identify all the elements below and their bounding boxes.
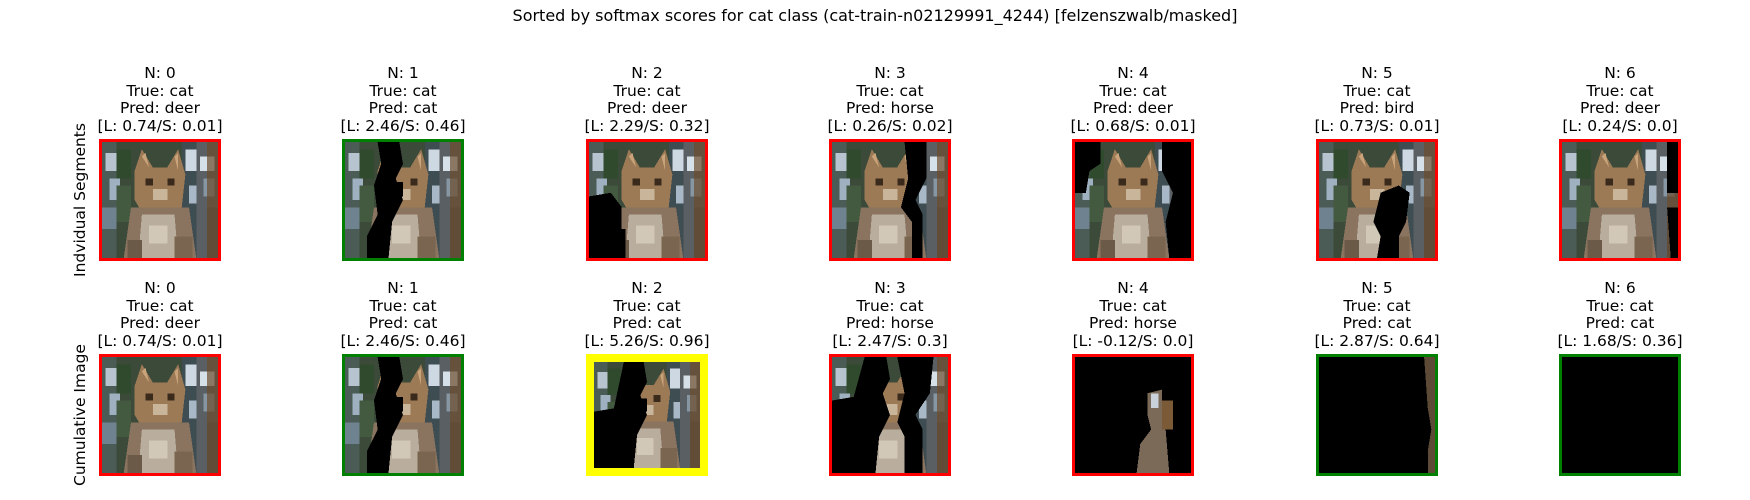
cat-image-thumbnail — [829, 139, 951, 261]
panel-score-label: [L: 0.26/S: 0.02] — [827, 116, 953, 135]
cat-image-thumbnail — [342, 354, 464, 476]
row-label-cumulative-image: Cumulative Image — [70, 344, 89, 486]
panel-score-label: [L: 2.87/S: 0.64] — [1314, 331, 1440, 350]
panel-true-label: True: cat — [1343, 296, 1411, 315]
panel-index-label: N: 4 — [1117, 64, 1149, 82]
panel-title: N: 0 True: cat Pred: deer [L: 0.74/S: 0.01] — [40, 279, 280, 350]
panel-true-label: True: cat — [369, 296, 437, 315]
panel-pred-label: Pred: deer — [120, 99, 200, 117]
panel-score-label: [L: -0.12/S: 0.0] — [1072, 331, 1194, 350]
panel-pred-label: Pred: bird — [1339, 99, 1415, 117]
panel-score-label: [L: 2.29/S: 0.32] — [584, 116, 710, 135]
panel-title: N: 6 True: cat Pred: deer [L: 0.24/S: 0.0] — [1500, 64, 1740, 135]
cat-image-thumbnail — [1559, 354, 1681, 476]
panel-pred-label: Pred: horse — [846, 314, 934, 332]
panel-pred-label: Pred: cat — [612, 314, 682, 332]
panel-index-label: N: 4 — [1117, 279, 1149, 297]
panel-true-label: True: cat — [369, 81, 437, 100]
panel-index-label: N: 5 — [1361, 64, 1393, 82]
panel-score-label: [L: 0.74/S: 0.01] — [97, 331, 223, 350]
panel-index-label: N: 1 — [387, 64, 419, 82]
panel-pred-label: Pred: cat — [368, 314, 438, 332]
cat-image-thumbnail — [1316, 139, 1438, 261]
panel-pred-label: Pred: horse — [846, 99, 934, 117]
panel-index-label: N: 2 — [631, 64, 663, 82]
panel-index-label: N: 2 — [631, 279, 663, 297]
panel-title: N: 4 True: cat Pred: deer [L: 0.68/S: 0.01] — [1013, 64, 1253, 135]
cat-image-thumbnail — [1072, 354, 1194, 476]
cat-image-thumbnail — [342, 139, 464, 261]
panel-true-label: True: cat — [856, 81, 924, 100]
panel-index-label: N: 3 — [874, 64, 906, 82]
figure-title: Sorted by softmax scores for cat class (… — [512, 6, 1238, 25]
panel-pred-label: Pred: cat — [368, 99, 438, 117]
panel-pred-label: Pred: deer — [1580, 99, 1660, 117]
panel-pred-label: Pred: cat — [1342, 314, 1412, 332]
panel-true-label: True: cat — [126, 81, 194, 100]
panel-index-label: N: 0 — [144, 64, 176, 82]
panel-index-label: N: 6 — [1604, 64, 1636, 82]
cat-image-thumbnail — [829, 354, 951, 476]
panel-pred-label: Pred: deer — [607, 99, 687, 117]
panel-pred-label: Pred: horse — [1089, 314, 1177, 332]
panel-true-label: True: cat — [1099, 296, 1167, 315]
panel-title: N: 3 True: cat Pred: horse [L: 2.47/S: 0.3] — [770, 279, 1010, 350]
panel-score-label: [L: 2.46/S: 0.46] — [340, 331, 466, 350]
panel-title: N: 4 True: cat Pred: horse [L: -0.12/S: 0.0… — [1013, 279, 1253, 350]
panel-title: N: 6 True: cat Pred: cat [L: 1.68/S: 0.36] — [1500, 279, 1740, 350]
cat-image-thumbnail — [99, 354, 221, 476]
panel-title: N: 5 True: cat Pred: bird [L: 0.73/S: 0.01] — [1257, 64, 1497, 135]
panel-pred-label: Pred: cat — [1585, 314, 1655, 332]
panel-score-label: [L: 0.68/S: 0.01] — [1070, 116, 1196, 135]
panel-title: N: 5 True: cat Pred: cat [L: 2.87/S: 0.64] — [1257, 279, 1497, 350]
panel-pred-label: Pred: deer — [120, 314, 200, 332]
panel-title: N: 3 True: cat Pred: horse [L: 0.26/S: 0.02… — [770, 64, 1010, 135]
panel-score-label: [L: 0.73/S: 0.01] — [1314, 116, 1440, 135]
panel-true-label: True: cat — [1586, 81, 1654, 100]
panel-true-label: True: cat — [856, 296, 924, 315]
cat-image-thumbnail — [586, 139, 708, 261]
panel-score-label: [L: 0.24/S: 0.0] — [1562, 116, 1678, 135]
cat-image-thumbnail — [99, 139, 221, 261]
panel-score-label: [L: 2.47/S: 0.3] — [832, 331, 948, 350]
panel-index-label: N: 6 — [1604, 279, 1636, 297]
panel-title: N: 0 True: cat Pred: deer [L: 0.74/S: 0.01] — [40, 64, 280, 135]
row-label-individual-segments: Indvidual Segments — [70, 123, 89, 277]
cat-image-thumbnail — [586, 354, 708, 476]
panel-score-label: [L: 1.68/S: 0.36] — [1557, 331, 1683, 350]
panel-title: N: 2 True: cat Pred: deer [L: 2.29/S: 0.32] — [527, 64, 767, 135]
panel-title: N: 1 True: cat Pred: cat [L: 2.46/S: 0.46] — [283, 279, 523, 350]
panel-true-label: True: cat — [613, 296, 681, 315]
panel-index-label: N: 1 — [387, 279, 419, 297]
panel-true-label: True: cat — [1343, 81, 1411, 100]
panel-score-label: [L: 2.46/S: 0.46] — [340, 116, 466, 135]
panel-true-label: True: cat — [1099, 81, 1167, 100]
panel-true-label: True: cat — [126, 296, 194, 315]
panel-title: N: 1 True: cat Pred: cat [L: 2.46/S: 0.46] — [283, 64, 523, 135]
cat-image-thumbnail — [1072, 139, 1194, 261]
panel-true-label: True: cat — [613, 81, 681, 100]
panel-score-label: [L: 5.26/S: 0.96] — [584, 331, 710, 350]
panel-score-label: [L: 0.74/S: 0.01] — [97, 116, 223, 135]
panel-index-label: N: 3 — [874, 279, 906, 297]
panel-title: N: 2 True: cat Pred: cat [L: 5.26/S: 0.96] — [527, 279, 767, 350]
panel-index-label: N: 5 — [1361, 279, 1393, 297]
panel-pred-label: Pred: deer — [1093, 99, 1173, 117]
panel-true-label: True: cat — [1586, 296, 1654, 315]
panel-index-label: N: 0 — [144, 279, 176, 297]
cat-image-thumbnail — [1559, 139, 1681, 261]
cat-image-thumbnail — [1316, 354, 1438, 476]
